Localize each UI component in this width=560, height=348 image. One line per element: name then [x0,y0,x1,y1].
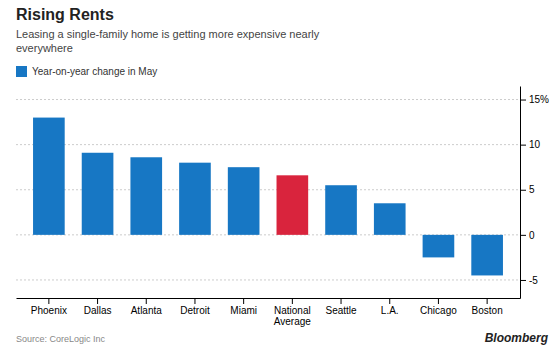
x-tick-mark [48,298,49,304]
x-tick: Detroit [180,298,210,316]
text-line: National [274,305,311,316]
x-tick-mark [194,298,195,304]
grid-line [16,99,520,100]
bar [423,235,455,258]
y-tick: 15% [520,94,549,105]
y-tick-label: 10 [529,139,541,150]
text-line: L.A. [381,305,399,316]
x-tick-mark [487,298,488,304]
y-tick-mark [520,280,526,281]
x-tick: NationalAverage [274,298,312,327]
bar [277,175,309,235]
y-tick-label: 0 [529,230,535,241]
legend: Year-on-year change in May [16,66,157,77]
bar [82,153,114,235]
bar [228,167,260,235]
x-tick-mark [438,298,439,304]
x-tick: Atlanta [131,298,163,316]
x-tick-mark [146,298,147,304]
text-line: Dallas [84,305,112,316]
chart: Rising Rents Leasing a single-family home… [0,0,560,348]
y-tick-label: -5 [529,275,538,286]
x-tick: Chicago [420,298,457,316]
source: Source: CoreLogic Inc [16,334,106,344]
y-tick-label: 15% [529,94,549,105]
x-axis: Phoenix Dallas Atlanta Detroit Miami National… [17,298,521,327]
y-tick: 10 [520,139,541,150]
text-line: Atlanta [131,305,163,316]
x-tick-mark [389,298,390,304]
x-tick-label: Seattle [325,305,357,316]
grid-line [16,144,520,145]
y-tick: -5 [520,275,538,286]
x-tick-label: Dallas [84,305,112,316]
text-line: Miami [230,305,257,316]
x-tick-label: NationalAverage [274,305,312,327]
x-tick: Boston [472,298,503,316]
bar [471,235,503,276]
x-tick-label: Atlanta [131,305,163,316]
y-tick-mark [520,100,526,101]
y-tick: 0 [520,230,535,241]
x-tick-mark [243,298,244,304]
y-tick: 5 [520,184,535,195]
x-tick: L.A. [381,298,399,316]
x-axis-line [17,298,521,299]
text-line: Seattle [325,305,357,316]
bars [33,118,503,276]
y-tick-mark [520,235,526,236]
text-line: Detroit [180,305,210,316]
y-axis: -5 0 5 10 15% [520,87,549,299]
x-tick: Miami [230,298,257,316]
x-tick-label: Phoenix [31,305,67,316]
y-tick-label: 5 [529,184,535,195]
credit: Bloomberg [485,331,549,345]
x-tick-label: Detroit [180,305,210,316]
x-tick-label: Boston [472,305,503,316]
title: Rising Rents [16,6,114,23]
legend-label: Year-on-year change in May [32,66,157,77]
x-tick-mark [341,298,342,304]
x-tick-mark [97,298,98,304]
bar [130,157,162,235]
x-tick-label: Miami [230,305,257,316]
y-tick-mark [520,145,526,146]
y-axis-line [520,87,521,299]
bar [374,203,406,235]
text-line: everywhere [16,42,73,54]
x-tick: Dallas [84,298,112,316]
x-tick: Phoenix [31,298,67,316]
x-tick-mark [292,298,293,304]
text-line: Leasing a single-family home is getting … [16,28,320,40]
grid [16,100,520,280]
text-line: Chicago [420,305,457,316]
grid-line [16,279,520,280]
bar [325,185,357,235]
bar [179,163,211,235]
legend-swatch [16,66,27,77]
x-tick: Seattle [325,298,357,316]
text-line: Average [274,316,312,327]
y-tick-mark [520,190,526,191]
subtitle: Leasing a single-family home is getting … [16,28,320,54]
x-tick-label: L.A. [381,305,399,316]
text-line: Phoenix [31,305,67,316]
x-tick-label: Chicago [420,305,457,316]
text-line: Boston [472,305,503,316]
plot: Phoenix Dallas Atlanta Detroit Miami National… [16,87,549,328]
bar [33,118,65,235]
